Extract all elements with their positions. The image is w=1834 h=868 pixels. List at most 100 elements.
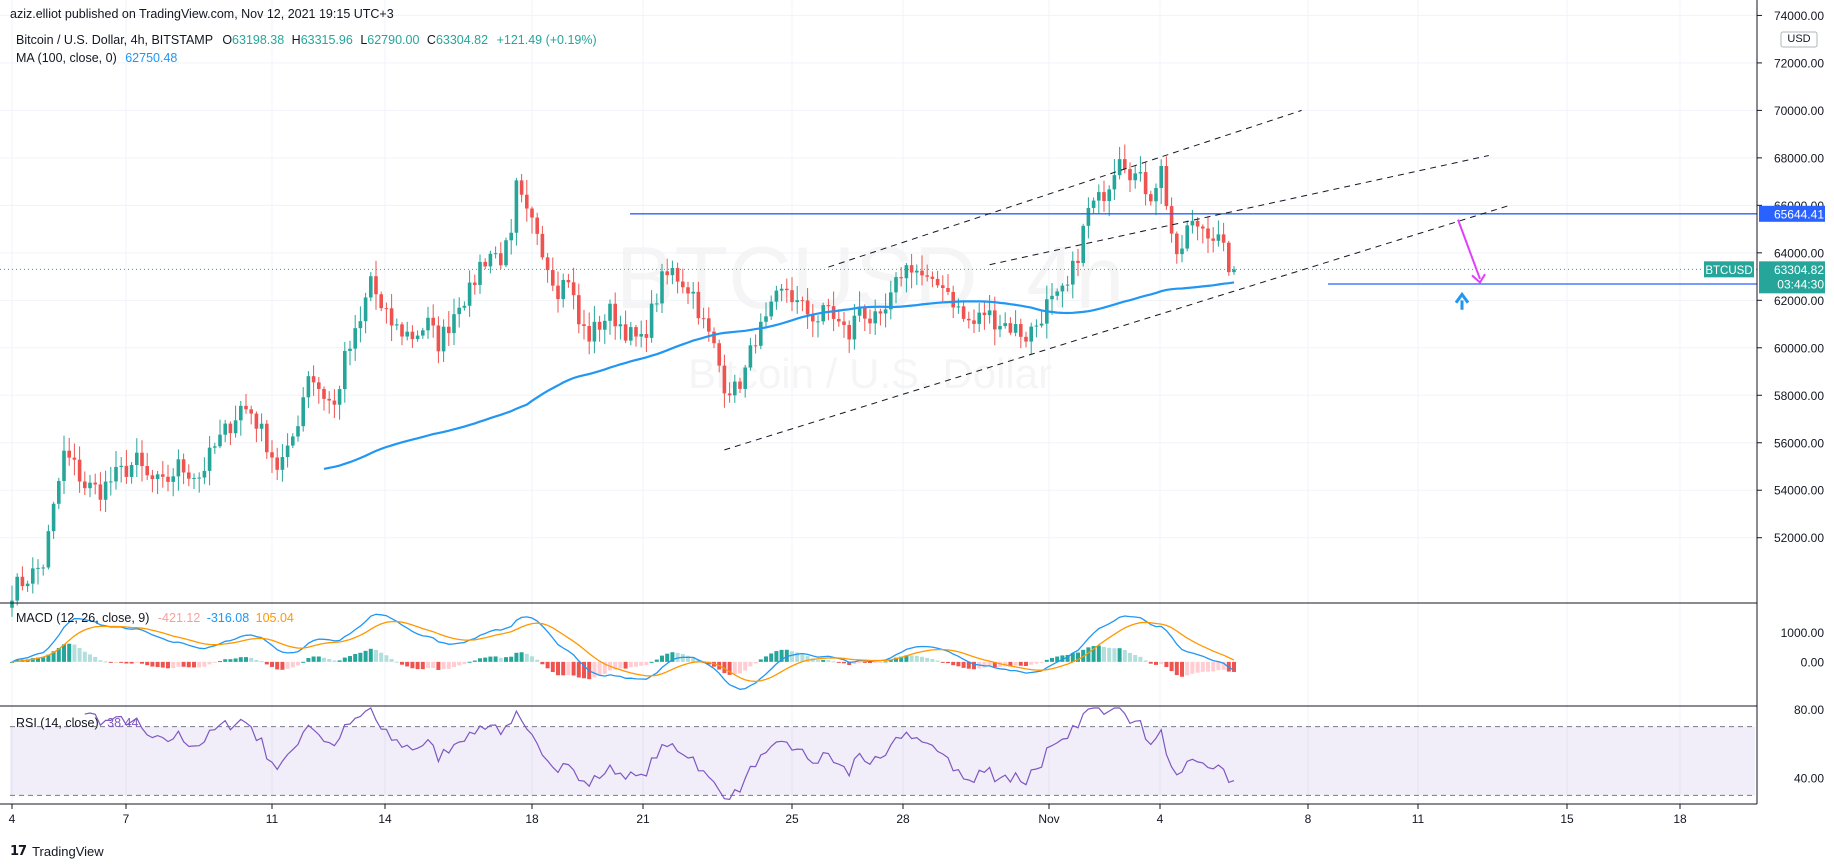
candle bbox=[1065, 284, 1070, 286]
candle bbox=[561, 280, 565, 300]
macd-histogram-bar bbox=[1003, 661, 1008, 667]
candle bbox=[774, 290, 779, 302]
macd-histogram-bar bbox=[940, 661, 945, 663]
candle bbox=[415, 335, 420, 340]
candle bbox=[259, 423, 264, 429]
candle bbox=[207, 447, 212, 471]
macd-histogram-bar bbox=[1122, 649, 1127, 662]
macd-histogram-bar bbox=[400, 661, 404, 665]
macd-histogram-bar bbox=[660, 655, 664, 662]
candle bbox=[322, 388, 326, 399]
macd-histogram-bar bbox=[1148, 661, 1153, 664]
macd-line bbox=[11, 613, 1235, 690]
candle bbox=[998, 325, 1002, 330]
candle bbox=[608, 303, 612, 321]
candle bbox=[374, 276, 378, 295]
candle bbox=[239, 405, 243, 421]
candle bbox=[649, 303, 654, 338]
macd-histogram-bar bbox=[389, 658, 394, 662]
macd-histogram-bar bbox=[618, 661, 623, 669]
ma-label: MA (100, close, 0) bbox=[16, 51, 117, 65]
macd-histogram-bar bbox=[348, 656, 352, 662]
candle bbox=[1216, 234, 1221, 241]
macd-histogram-bar bbox=[816, 660, 820, 662]
macd-histogram-bar bbox=[561, 661, 566, 676]
macd-histogram-bar bbox=[280, 661, 285, 670]
candle bbox=[51, 503, 56, 532]
close-label: C bbox=[426, 33, 436, 47]
macd-histogram-bar bbox=[613, 661, 618, 670]
macd-histogram-bar bbox=[821, 660, 826, 662]
price-pane[interactable] bbox=[0, 109, 1757, 617]
macd-histogram-bar bbox=[233, 658, 238, 662]
candle bbox=[15, 576, 19, 601]
macd-histogram-bar bbox=[420, 661, 425, 670]
candle bbox=[36, 567, 40, 569]
currency-box bbox=[1780, 31, 1818, 48]
candle bbox=[753, 345, 758, 347]
macd-pane[interactable] bbox=[10, 613, 1236, 690]
last-price-label: 63304.82 bbox=[1774, 263, 1824, 277]
candle bbox=[899, 277, 903, 279]
macd-histogram-bar bbox=[628, 661, 633, 668]
candle bbox=[1169, 206, 1174, 234]
candle bbox=[337, 389, 342, 405]
candle bbox=[213, 446, 217, 448]
macd-histogram-bar bbox=[462, 661, 467, 665]
candle bbox=[878, 311, 883, 314]
macd-histogram-bar bbox=[322, 657, 326, 662]
candle bbox=[296, 426, 300, 437]
macd-histogram-bar bbox=[805, 656, 810, 662]
macd-histogram-bar bbox=[150, 661, 155, 667]
candle bbox=[592, 321, 597, 342]
macd-histogram-bar bbox=[10, 661, 14, 663]
candle bbox=[317, 382, 321, 389]
candle bbox=[826, 305, 831, 307]
macd-histogram-bar bbox=[727, 661, 732, 675]
macd-histogram-bar bbox=[436, 661, 441, 670]
macd-histogram-bar bbox=[337, 660, 342, 662]
macd-histogram-bar bbox=[1133, 654, 1138, 662]
macd-histogram-bar bbox=[545, 661, 550, 669]
candle bbox=[967, 318, 971, 321]
high-label: H bbox=[291, 33, 301, 47]
candle bbox=[280, 457, 285, 470]
macd-histogram-bar bbox=[1091, 646, 1096, 662]
macd-histogram-bar bbox=[1216, 661, 1221, 671]
last-price-label-bg bbox=[1759, 261, 1825, 294]
macd-histogram-bar bbox=[488, 656, 493, 662]
macd-histogram-bar bbox=[472, 660, 477, 662]
rsi-line bbox=[84, 707, 1235, 800]
macd-histogram-bar bbox=[779, 649, 784, 662]
candle bbox=[1221, 234, 1226, 243]
candle bbox=[639, 334, 643, 337]
candle bbox=[790, 290, 794, 303]
time-tick-label: 21 bbox=[636, 812, 650, 826]
macd-histogram-bar bbox=[753, 661, 758, 664]
candle bbox=[493, 253, 498, 255]
candle bbox=[161, 474, 165, 477]
candle bbox=[769, 301, 773, 317]
candle bbox=[306, 376, 311, 398]
candle bbox=[852, 315, 857, 340]
macd-histogram-bar bbox=[108, 661, 113, 663]
macd-histogram-bar bbox=[1055, 656, 1060, 662]
candle bbox=[473, 282, 477, 285]
macd-histogram-bar bbox=[649, 661, 654, 663]
candle bbox=[738, 381, 742, 389]
macd-histogram-bar bbox=[140, 661, 144, 664]
macd-histogram-bar bbox=[218, 661, 222, 663]
macd-histogram-bar bbox=[998, 661, 1002, 667]
candle bbox=[88, 482, 92, 489]
macd-histogram-bar bbox=[311, 656, 316, 662]
candle bbox=[249, 409, 253, 414]
price-tick-label: 74000.00 bbox=[1774, 9, 1824, 23]
macd-histogram-bar bbox=[810, 658, 815, 662]
candle bbox=[805, 300, 810, 315]
macd-histogram-bar bbox=[826, 660, 831, 662]
candle bbox=[577, 295, 581, 325]
candle bbox=[613, 303, 617, 327]
macd-histogram-bar bbox=[88, 654, 92, 662]
rsi-pane[interactable] bbox=[10, 707, 1755, 800]
